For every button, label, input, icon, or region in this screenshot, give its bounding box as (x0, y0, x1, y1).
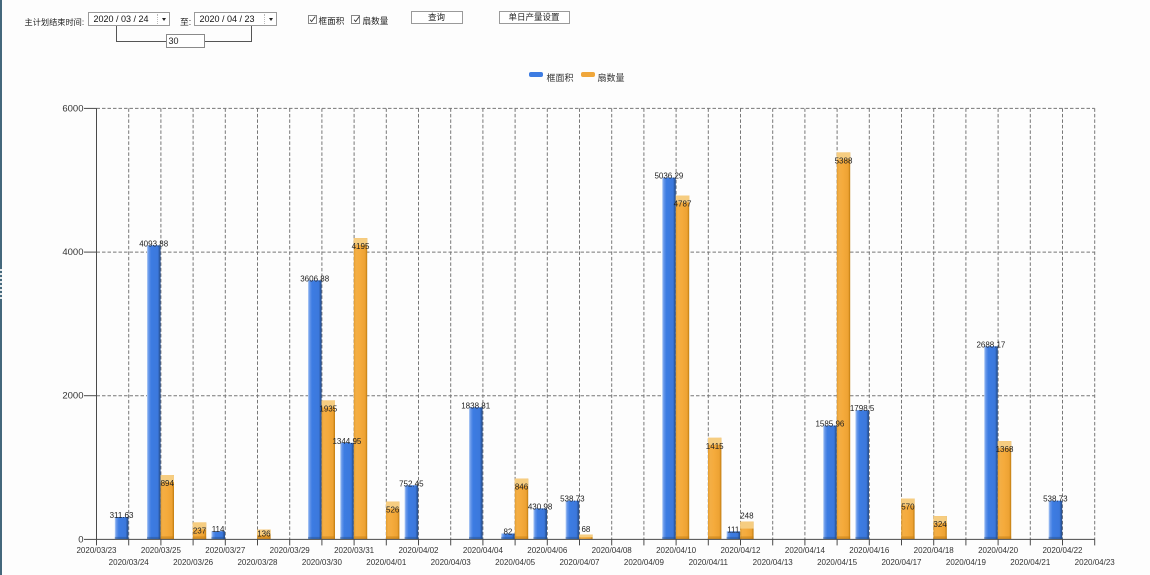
svg-text:311.63: 311.63 (110, 511, 134, 520)
svg-text:570: 570 (901, 503, 915, 512)
svg-text:1415: 1415 (706, 442, 724, 451)
svg-text:2020/03/24: 2020/03/24 (109, 558, 150, 567)
svg-text:2020/03/28: 2020/03/28 (237, 558, 278, 567)
svg-text:237: 237 (193, 526, 207, 535)
svg-text:2020/03/31: 2020/03/31 (334, 546, 375, 555)
svg-text:1585.96: 1585.96 (815, 420, 844, 429)
svg-text:2020/04/07: 2020/04/07 (559, 558, 600, 567)
svg-text:752.45: 752.45 (399, 479, 424, 488)
svg-text:2020/04/22: 2020/04/22 (1042, 546, 1083, 555)
svg-text:526: 526 (386, 506, 400, 515)
svg-text:846: 846 (515, 483, 529, 492)
svg-text:2020/03/25: 2020/03/25 (141, 546, 182, 555)
svg-text:248: 248 (740, 512, 754, 521)
svg-text:2020/04/01: 2020/04/01 (366, 558, 407, 567)
svg-text:2020/04/18: 2020/04/18 (914, 546, 955, 555)
svg-text:2020/04/12: 2020/04/12 (720, 546, 761, 555)
svg-text:1368: 1368 (996, 445, 1014, 454)
svg-text:1838.81: 1838.81 (461, 401, 490, 410)
svg-text:5036.29: 5036.29 (654, 172, 683, 181)
svg-text:2020/04/16: 2020/04/16 (849, 546, 890, 555)
svg-text:6000: 6000 (62, 103, 83, 114)
svg-text:2020/04/21: 2020/04/21 (1010, 558, 1051, 567)
svg-text:5388: 5388 (835, 156, 853, 165)
svg-text:2020/04/23: 2020/04/23 (1075, 558, 1116, 567)
svg-text:0: 0 (78, 534, 83, 545)
svg-text:2688.17: 2688.17 (976, 340, 1005, 349)
svg-text:2020/03/23: 2020/03/23 (76, 546, 117, 555)
svg-text:2020/04/14: 2020/04/14 (785, 546, 826, 555)
svg-text:136: 136 (257, 530, 271, 539)
svg-text:1344.95: 1344.95 (332, 437, 361, 446)
svg-text:2020/04/20: 2020/04/20 (978, 546, 1019, 555)
svg-text:2020/04/09: 2020/04/09 (624, 558, 665, 567)
svg-text:430.98: 430.98 (528, 502, 553, 511)
svg-text:2020/04/04: 2020/04/04 (463, 546, 504, 555)
svg-text:111: 111 (727, 525, 740, 534)
svg-text:2020/03/26: 2020/03/26 (173, 558, 214, 567)
svg-text:2020/03/29: 2020/03/29 (270, 546, 311, 555)
svg-text:4787: 4787 (674, 200, 692, 209)
svg-text:2020/04/02: 2020/04/02 (398, 546, 439, 555)
svg-text:2020/04/17: 2020/04/17 (881, 558, 922, 567)
svg-text:2020/04/08: 2020/04/08 (592, 546, 633, 555)
svg-text:2020/04/10: 2020/04/10 (656, 546, 697, 555)
svg-text:538.73: 538.73 (1043, 495, 1068, 504)
svg-text:2020/03/30: 2020/03/30 (302, 558, 343, 567)
svg-text:1935: 1935 (319, 404, 337, 413)
svg-text:2020/04/13: 2020/04/13 (753, 558, 794, 567)
svg-text:538.73: 538.73 (560, 495, 585, 504)
svg-text:2020/04/11: 2020/04/11 (689, 558, 729, 567)
svg-text:4000: 4000 (62, 247, 83, 258)
svg-text:4093.88: 4093.88 (139, 239, 168, 248)
svg-text:2020/03/27: 2020/03/27 (205, 546, 246, 555)
svg-text:114: 114 (212, 525, 225, 534)
svg-text:324: 324 (933, 520, 947, 529)
svg-text:82: 82 (503, 528, 512, 537)
svg-text:3606.88: 3606.88 (300, 274, 329, 283)
svg-text:68: 68 (581, 525, 590, 534)
svg-text:2020/04/15: 2020/04/15 (817, 558, 858, 567)
svg-text:2020/04/05: 2020/04/05 (495, 558, 536, 567)
svg-text:2020/04/19: 2020/04/19 (946, 558, 987, 567)
svg-text:2020/04/03: 2020/04/03 (431, 558, 472, 567)
svg-text:1798.5: 1798.5 (850, 404, 875, 413)
svg-text:2000: 2000 (62, 391, 83, 402)
svg-text:4195: 4195 (352, 242, 370, 251)
svg-text:894: 894 (161, 479, 175, 488)
svg-text:2020/04/06: 2020/04/06 (527, 546, 568, 555)
